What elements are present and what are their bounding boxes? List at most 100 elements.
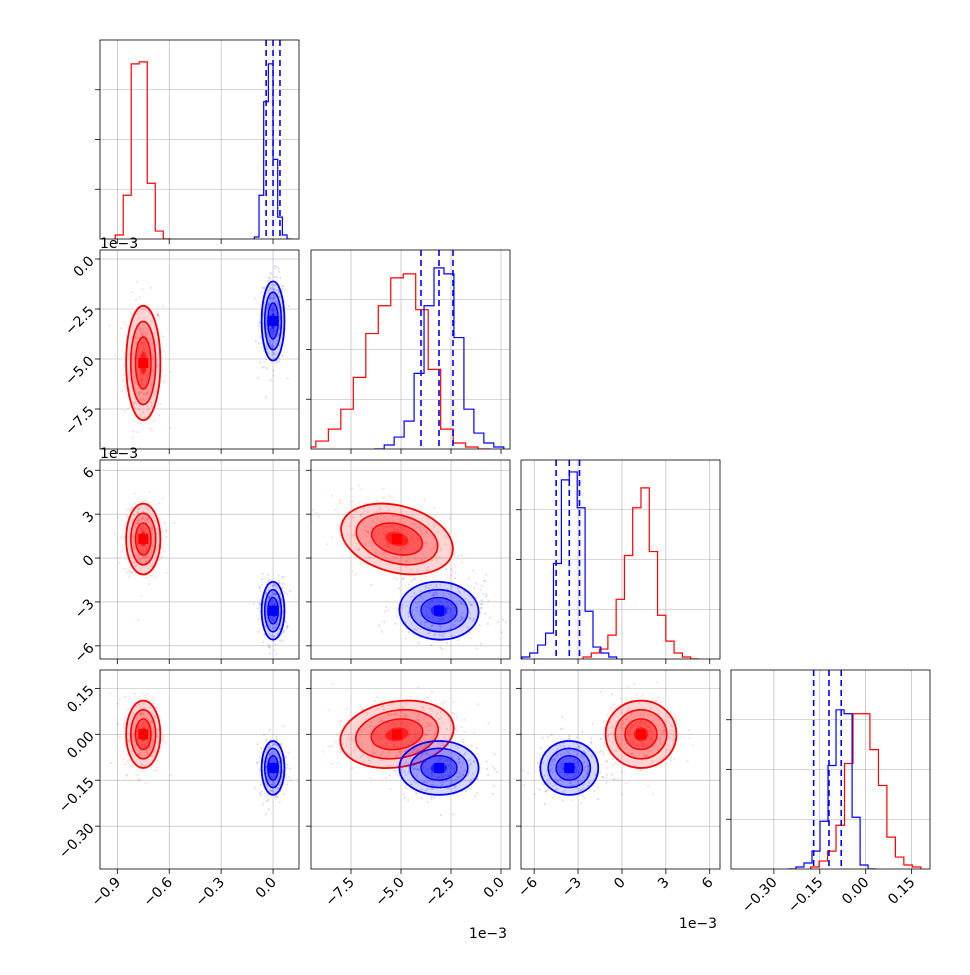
scatter-point [613, 778, 616, 781]
scatter-point [667, 721, 670, 725]
scatter-point [357, 548, 360, 551]
panel-frame [99, 249, 300, 450]
scatter-point [470, 744, 473, 747]
scatter-point [538, 788, 541, 791]
scatter-point [479, 611, 482, 614]
scatter-point [461, 616, 464, 619]
scatter-point [284, 756, 287, 759]
scatter-point [479, 588, 482, 592]
scatter-point [268, 779, 271, 783]
scatter-point [403, 762, 407, 765]
scatter-point [347, 734, 350, 737]
scatter-point [256, 761, 260, 764]
scatter-point [425, 586, 428, 590]
scatter-point [648, 736, 651, 739]
scatter-point [281, 354, 284, 357]
scatter-point [158, 558, 161, 561]
scatter-point [420, 558, 424, 562]
scatter-point [145, 345, 148, 348]
scatter-point [362, 761, 365, 764]
scatter-point [147, 371, 150, 374]
scatter-point [266, 305, 270, 309]
scatter-point [357, 501, 360, 504]
scatter-point [541, 737, 544, 740]
scatter-point [418, 768, 421, 772]
scatter-point [625, 782, 628, 785]
scatter-point [656, 681, 659, 684]
scatter-point [630, 724, 633, 727]
scatter-point [647, 725, 650, 728]
scatter-point [389, 525, 392, 528]
scatter-point [267, 778, 270, 781]
scatter-point [560, 764, 563, 768]
scatter-point [433, 524, 436, 527]
scatter-point [393, 526, 396, 529]
scatter-point [405, 604, 408, 608]
scatter-point [155, 766, 158, 769]
scatter-point [552, 763, 555, 766]
scatter-point [278, 800, 281, 804]
scatter-point [137, 519, 141, 522]
scatter-point [566, 751, 570, 754]
scatter-point [431, 787, 434, 791]
scatter-point [452, 614, 456, 617]
scatter-point [163, 737, 166, 740]
scatter-point [267, 303, 270, 306]
scatter-point [673, 757, 676, 760]
scatter-point [612, 732, 615, 736]
scatter-point [433, 526, 436, 529]
scatter-point [640, 741, 643, 744]
scatter-point [272, 782, 275, 785]
scatter-point [480, 584, 483, 587]
scatter-point [143, 514, 146, 517]
scatter-point [264, 781, 267, 784]
scatter-point [627, 730, 630, 733]
scatter-point [639, 720, 642, 723]
scatter-point [661, 756, 665, 760]
scatter-point [461, 773, 464, 776]
scatter-point [572, 759, 575, 763]
scatter-point [572, 784, 575, 787]
scatter-point [269, 287, 272, 290]
scatter-point [452, 813, 455, 816]
scatter-point [147, 737, 151, 740]
scatter-point [270, 287, 273, 290]
scatter-point [561, 799, 564, 802]
scatter-point [141, 333, 145, 337]
scatter-point [472, 569, 475, 572]
scatter-point [402, 793, 405, 796]
scatter-point [389, 524, 392, 527]
scatter-point [405, 714, 409, 717]
scatter-point [422, 706, 425, 709]
scatter-point [150, 742, 153, 745]
scatter-point [272, 369, 275, 372]
scatter-point [622, 723, 625, 726]
scatter-point [493, 767, 496, 771]
scatter-point [258, 585, 261, 588]
scatter-point [140, 390, 143, 394]
scatter-point [587, 765, 590, 768]
scatter-point [151, 369, 154, 372]
scatter-point [429, 780, 432, 783]
scatter-point [395, 723, 398, 726]
scatter-point [629, 727, 632, 730]
scatter-point [432, 796, 436, 799]
scatter-point [339, 751, 342, 754]
scatter-point [149, 526, 152, 529]
scatter-point [271, 618, 274, 621]
scatter-point [140, 551, 143, 554]
scatter-point [424, 725, 427, 728]
scatter-point [285, 625, 289, 628]
scatter-point [122, 364, 126, 367]
scatter-point [147, 532, 150, 535]
scatter-point [586, 771, 589, 774]
scatter-point [440, 813, 443, 817]
scatter-point [144, 334, 147, 337]
scatter-point [391, 722, 394, 725]
y-tick-label: 0.0 [71, 253, 98, 280]
scatter-point [272, 592, 275, 595]
scatter-point [642, 713, 645, 716]
scatter-point [400, 749, 403, 752]
scatter-point [277, 778, 280, 781]
scatter-point [667, 749, 670, 752]
